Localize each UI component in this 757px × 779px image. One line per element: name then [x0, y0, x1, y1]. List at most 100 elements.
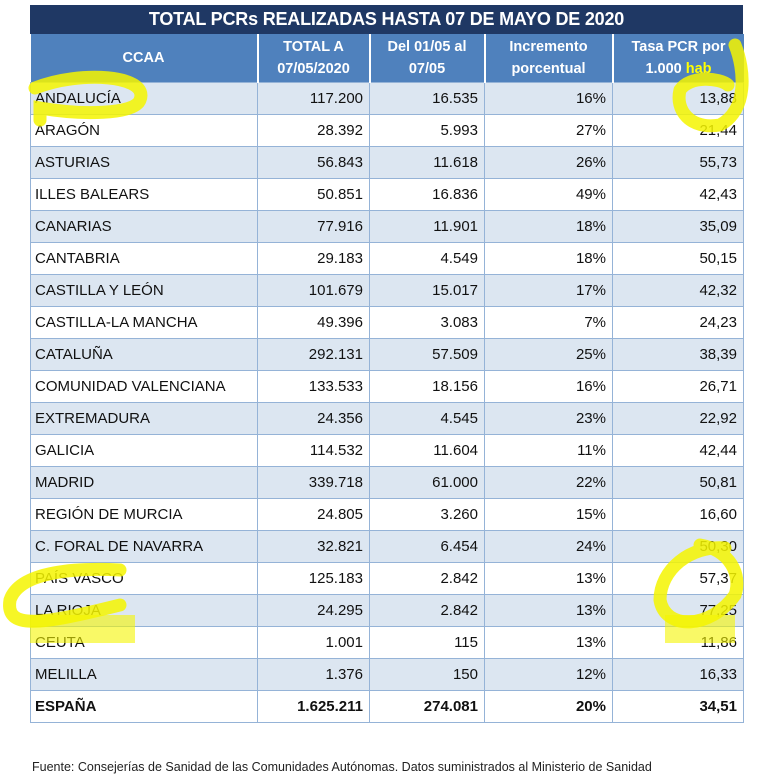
cell-rate: 26,71 — [612, 370, 744, 403]
table-row: C. FORAL DE NAVARRA 32.821 6.454 24% 50,30 — [30, 530, 744, 563]
cell-rate: 21,44 — [612, 114, 744, 147]
cell-ccaa: CEUTA — [30, 626, 258, 659]
cell-rate: 24,23 — [612, 306, 744, 339]
table-row: ASTURIAS 56.843 11.618 26% 55,73 — [30, 146, 744, 179]
cell-increment: 13% — [484, 626, 613, 659]
cell-total: 114.532 — [257, 434, 370, 467]
header-week: Del 01/05 al 07/05 — [369, 34, 486, 83]
cell-total: 101.679 — [257, 274, 370, 307]
cell-rate: 57,37 — [612, 562, 744, 595]
cell-week: 18.156 — [369, 370, 485, 403]
cell-ccaa: COMUNIDAD VALENCIANA — [30, 370, 258, 403]
cell-increment: 16% — [484, 82, 613, 115]
cell-rate: 50,15 — [612, 242, 744, 275]
cell-total: 339.718 — [257, 466, 370, 499]
table-title: TOTAL PCRs REALIZADAS HASTA 07 DE MAYO D… — [30, 5, 743, 34]
cell-rate: 11,86 — [612, 626, 744, 659]
cell-total: 49.396 — [257, 306, 370, 339]
cell-increment: 17% — [484, 274, 613, 307]
table-row: PAÍS VASCO 125.183 2.842 13% 57,37 — [30, 562, 744, 595]
footnote: Fuente: Consejerías de Sanidad de las Co… — [32, 760, 652, 774]
table-row: CASTILLA-LA MANCHA 49.396 3.083 7% 24,23 — [30, 306, 744, 339]
cell-ccaa: PAÍS VASCO — [30, 562, 258, 595]
header-rate-hab: hab — [685, 61, 712, 77]
cell-ccaa: ARAGÓN — [30, 114, 258, 147]
table-row: CASTILLA Y LEÓN 101.679 15.017 17% 42,32 — [30, 274, 744, 307]
table-row: EXTREMADURA 24.356 4.545 23% 22,92 — [30, 402, 744, 435]
cell-ccaa: GALICIA — [30, 434, 258, 467]
table-row: CANARIAS 77.916 11.901 18% 35,09 — [30, 210, 744, 243]
cell-week: 16.535 — [369, 82, 485, 115]
cell-increment: 7% — [484, 306, 613, 339]
cell-total: 133.533 — [257, 370, 370, 403]
cell-total: 50.851 — [257, 178, 370, 211]
cell-rate: 42,43 — [612, 178, 744, 211]
total-ccaa: ESPAÑA — [30, 690, 258, 723]
table-row: REGIÓN DE MURCIA 24.805 3.260 15% 16,60 — [30, 498, 744, 531]
cell-ccaa: MELILLA — [30, 658, 258, 691]
cell-week: 11.604 — [369, 434, 485, 467]
table-row: ILLES BALEARS 50.851 16.836 49% 42,43 — [30, 178, 744, 211]
header-row: CCAA TOTAL A 07/05/2020 Del 01/05 al 07/… — [30, 34, 744, 83]
table-row: COMUNIDAD VALENCIANA 133.533 18.156 16% 26,7… — [30, 370, 744, 403]
cell-total: 29.183 — [257, 242, 370, 275]
cell-increment: 13% — [484, 594, 613, 627]
cell-increment: 22% — [484, 466, 613, 499]
cell-week: 15.017 — [369, 274, 485, 307]
cell-total: 1.376 — [257, 658, 370, 691]
cell-week: 115 — [369, 626, 485, 659]
cell-total: 125.183 — [257, 562, 370, 595]
cell-week: 61.000 — [369, 466, 485, 499]
cell-total: 292.131 — [257, 338, 370, 371]
header-increment: Incremento porcentual — [484, 34, 614, 83]
cell-increment: 49% — [484, 178, 613, 211]
cell-week: 3.260 — [369, 498, 485, 531]
cell-rate: 16,33 — [612, 658, 744, 691]
cell-total: 32.821 — [257, 530, 370, 563]
cell-increment: 15% — [484, 498, 613, 531]
cell-increment: 18% — [484, 210, 613, 243]
pcr-table: CCAA TOTAL A 07/05/2020 Del 01/05 al 07/… — [30, 34, 744, 723]
cell-rate: 13,88 — [612, 82, 744, 115]
table-row: ARAGÓN 28.392 5.993 27% 21,44 — [30, 114, 744, 147]
cell-ccaa: EXTREMADURA — [30, 402, 258, 435]
table-row: GALICIA 114.532 11.604 11% 42,44 — [30, 434, 744, 467]
cell-week: 57.509 — [369, 338, 485, 371]
cell-week: 11.618 — [369, 146, 485, 179]
cell-rate: 77,25 — [612, 594, 744, 627]
cell-total: 56.843 — [257, 146, 370, 179]
cell-rate: 35,09 — [612, 210, 744, 243]
header-ccaa: CCAA — [30, 34, 259, 83]
cell-week: 4.545 — [369, 402, 485, 435]
table-row: CEUTA 1.001 115 13% 11,86 — [30, 626, 744, 659]
cell-increment: 25% — [484, 338, 613, 371]
cell-week: 16.836 — [369, 178, 485, 211]
cell-ccaa: CANARIAS — [30, 210, 258, 243]
cell-increment: 16% — [484, 370, 613, 403]
cell-ccaa: ILLES BALEARS — [30, 178, 258, 211]
cell-increment: 12% — [484, 658, 613, 691]
cell-total: 24.805 — [257, 498, 370, 531]
cell-week: 2.842 — [369, 594, 485, 627]
cell-ccaa: CASTILLA-LA MANCHA — [30, 306, 258, 339]
pcr-table-container: TOTAL PCRs REALIZADAS HASTA 07 DE MAYO D… — [30, 5, 744, 723]
cell-ccaa: ANDALUCÍA — [30, 82, 258, 115]
table-row: CANTABRIA 29.183 4.549 18% 50,15 — [30, 242, 744, 275]
cell-week: 5.993 — [369, 114, 485, 147]
cell-increment: 24% — [484, 530, 613, 563]
table-row: MELILLA 1.376 150 12% 16,33 — [30, 658, 744, 691]
cell-increment: 26% — [484, 146, 613, 179]
cell-total: 77.916 — [257, 210, 370, 243]
cell-week: 150 — [369, 658, 485, 691]
cell-total: 24.356 — [257, 402, 370, 435]
total-total: 1.625.211 — [257, 690, 370, 723]
cell-increment: 18% — [484, 242, 613, 275]
total-week: 274.081 — [369, 690, 485, 723]
cell-rate: 16,60 — [612, 498, 744, 531]
total-rate: 34,51 — [612, 690, 744, 723]
cell-rate: 55,73 — [612, 146, 744, 179]
table-row: CATALUÑA 292.131 57.509 25% 38,39 — [30, 338, 744, 371]
total-row: ESPAÑA 1.625.211 274.081 20% 34,51 — [30, 690, 744, 723]
cell-rate: 50,81 — [612, 466, 744, 499]
cell-ccaa: C. FORAL DE NAVARRA — [30, 530, 258, 563]
